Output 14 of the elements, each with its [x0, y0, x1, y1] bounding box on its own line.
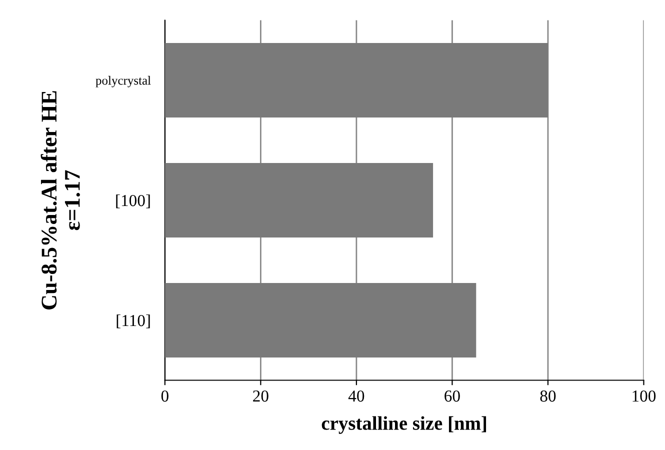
y-tick-label: [110] — [116, 314, 150, 328]
x-tick-label: 80 — [540, 390, 556, 402]
x-tick-label: 60 — [444, 390, 460, 402]
x-tick-label: 40 — [348, 390, 364, 402]
y-axis-title: Cu-8.5%at.Al after HE ε=1.17 — [40, 91, 80, 310]
x-axis-title: crystalline size [nm] — [322, 416, 486, 434]
bar — [164, 283, 476, 358]
y-tick-label: polycrystal — [96, 76, 151, 88]
x-tick-label: 20 — [253, 390, 268, 402]
bar — [164, 163, 434, 238]
x-tick-label: 0 — [161, 390, 168, 402]
bar — [164, 43, 548, 118]
x-tick-label: 100 — [632, 390, 656, 402]
y-tick-label: [100] — [116, 194, 150, 208]
